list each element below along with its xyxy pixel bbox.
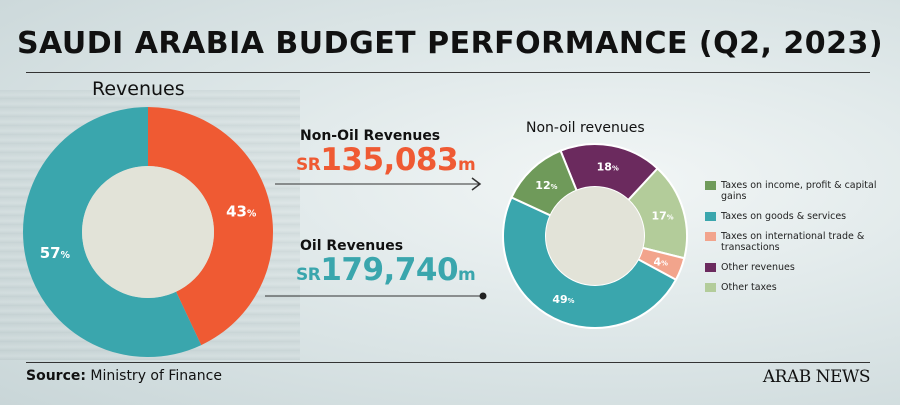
unit-suffix: m <box>458 265 476 285</box>
segment-data-label: 49% <box>552 293 574 306</box>
oil-amount: 179,740 <box>320 252 459 288</box>
currency-prefix: SR <box>296 155 321 175</box>
currency-prefix: SR <box>296 265 321 285</box>
legend-label: Taxes on international trade & transacti… <box>721 231 865 253</box>
legend-item: Other taxes <box>705 282 885 293</box>
legend-swatch <box>705 283 716 292</box>
revenues-donut: 43%57% <box>23 107 273 357</box>
legend-swatch <box>705 181 716 190</box>
percent-unit: % <box>568 297 575 305</box>
oil-revenues-value: SR179,740m <box>296 252 476 288</box>
legend-item: Taxes on income, profit & capital gains <box>705 180 885 202</box>
legend-label: Taxes on income, profit & capital gains <box>721 180 877 202</box>
oil-revenues-label: Oil Revenues <box>300 238 404 254</box>
legend-swatch <box>705 263 716 272</box>
percent-unit: % <box>667 214 674 222</box>
legend-item: Other revenues <box>705 262 885 273</box>
percent-unit: % <box>247 208 257 219</box>
source-label: Source: <box>26 368 86 384</box>
source-note: Source: Ministry of Finance <box>26 368 222 384</box>
source-text: Ministry of Finance <box>85 368 222 384</box>
segment-data-label: 17% <box>651 210 673 223</box>
arrow-head-icon <box>471 177 482 191</box>
donut-segment <box>148 107 273 346</box>
page-title: SAUDI ARABIA BUDGET PERFORMANCE (Q2, 202… <box>16 26 884 61</box>
bottom-divider <box>26 362 870 363</box>
non-oil-donut: 18% 17% 4% 49% 12% <box>501 143 688 329</box>
non-oil-amount: 135,083 <box>320 142 459 178</box>
legend-label: Other taxes <box>721 282 777 293</box>
segment-data-label: 12% <box>535 179 557 192</box>
revenues-chart-title: Revenues <box>92 78 185 100</box>
segment-data-label: 18% <box>597 161 619 174</box>
connector-dot-icon <box>479 292 487 300</box>
legend-item: Taxes on goods & services <box>705 211 885 222</box>
non-oil-revenues-value: SR135,083m <box>296 142 476 178</box>
donut-hole <box>546 187 644 285</box>
percent-unit: % <box>661 259 668 267</box>
percent-unit: % <box>551 183 558 191</box>
connector-lines <box>265 177 487 300</box>
donut-hole <box>82 166 214 298</box>
legend-swatch <box>705 232 716 241</box>
legend-swatch <box>705 212 716 221</box>
donut-segment <box>23 107 202 357</box>
brand-logo: ARAB NEWS <box>762 367 871 387</box>
legend-label: Taxes on goods & services <box>721 211 847 222</box>
percent-unit: % <box>61 250 71 261</box>
percent-unit: % <box>612 165 619 173</box>
non-oil-legend: Taxes on income, profit & capital gains … <box>705 180 885 302</box>
legend-label: Other revenues <box>721 262 795 273</box>
legend-item: Taxes on international trade & transacti… <box>705 231 885 253</box>
unit-suffix: m <box>458 155 476 175</box>
top-divider <box>26 72 870 73</box>
non-oil-revenues-label: Non-Oil Revenues <box>300 128 441 144</box>
segment-data-label: 4% <box>653 255 668 268</box>
non-oil-chart-title: Non-oil revenues <box>526 120 645 136</box>
